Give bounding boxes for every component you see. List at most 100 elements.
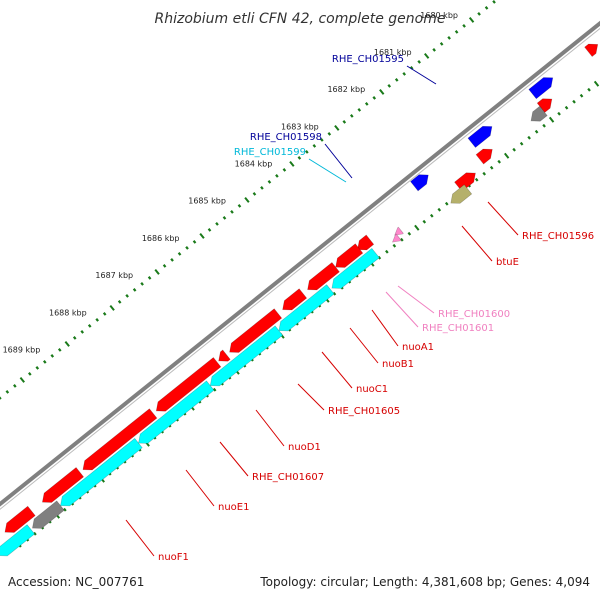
gene-gray-2 bbox=[32, 500, 65, 529]
tick-mark bbox=[57, 348, 62, 352]
tick-mark bbox=[282, 168, 287, 172]
tick-mark bbox=[50, 354, 55, 358]
gene-label-leader bbox=[321, 351, 353, 389]
tick-mark bbox=[192, 240, 197, 244]
gene-label: RHE_CH01598 bbox=[250, 132, 322, 143]
tick-mark bbox=[230, 210, 234, 214]
gene-cyan-3 bbox=[209, 325, 284, 387]
tick-mark bbox=[63, 507, 67, 512]
tick-mark bbox=[394, 78, 399, 82]
tick-mark bbox=[327, 132, 332, 136]
gene-label-leader bbox=[255, 409, 285, 447]
tick-mark bbox=[215, 222, 219, 226]
tick-mark bbox=[95, 318, 99, 322]
gene-btue bbox=[450, 184, 473, 204]
tick-mark bbox=[484, 6, 489, 10]
gene-label-leader bbox=[297, 383, 325, 411]
gene-label-leader bbox=[371, 309, 399, 347]
tick-mark bbox=[392, 243, 397, 248]
gene-label: nuoC1 bbox=[356, 384, 388, 395]
backbone-shadow bbox=[0, 27, 600, 510]
gene-label: RHE_CH01599 bbox=[234, 147, 306, 158]
tick-mark bbox=[154, 268, 160, 275]
gene-red bbox=[584, 43, 599, 57]
gene-label: nuoD1 bbox=[288, 442, 321, 453]
gene-rhe-ch01605 bbox=[229, 308, 283, 353]
gene-features bbox=[0, 43, 599, 557]
gene-nuoe1 bbox=[42, 467, 85, 503]
tick-mark bbox=[454, 30, 459, 34]
tick-mark bbox=[252, 192, 257, 196]
gene-label-leader bbox=[406, 65, 437, 85]
tick-mark bbox=[334, 124, 340, 131]
tick-mark bbox=[548, 116, 555, 123]
gene-label: RHE_CH01596 bbox=[522, 231, 594, 242]
tick-mark bbox=[185, 246, 189, 250]
tick-mark bbox=[312, 144, 317, 148]
gene-label-leader bbox=[397, 285, 435, 314]
tick-mark bbox=[162, 264, 167, 268]
gene-blue-2 bbox=[467, 125, 493, 148]
tick-mark bbox=[28, 372, 32, 376]
gene-nuoa1 bbox=[357, 234, 375, 251]
tick-mark bbox=[482, 171, 486, 176]
tick-mark bbox=[429, 213, 434, 218]
gene-label: RHE_CH01605 bbox=[328, 406, 400, 417]
genome-summary-text: Topology: circular; Length: 4,381,608 bp… bbox=[259, 575, 590, 589]
tick-mark bbox=[125, 294, 129, 298]
tick-label: 1689 kbp bbox=[3, 345, 41, 354]
tick-mark bbox=[557, 111, 561, 116]
tick-mark bbox=[207, 228, 212, 232]
tick-label: 1684 kbp bbox=[235, 160, 273, 169]
tick-mark bbox=[593, 80, 600, 87]
tick-mark bbox=[260, 186, 264, 190]
backbone-line bbox=[0, 20, 600, 507]
gene-label-leader bbox=[487, 201, 519, 236]
gene-label-leader bbox=[185, 469, 215, 507]
tick-mark bbox=[332, 291, 337, 296]
gene-label: nuoE1 bbox=[218, 502, 249, 513]
gene-nuof1 bbox=[60, 437, 143, 507]
tick-mark bbox=[468, 16, 475, 23]
tick-mark bbox=[305, 150, 309, 154]
tick-mark bbox=[275, 174, 279, 178]
gene-gray bbox=[530, 105, 548, 122]
tick-label: 1687 kbp bbox=[95, 271, 133, 280]
gene-label: RHE_CH01601 bbox=[422, 323, 494, 334]
gene-nuoc1 bbox=[307, 262, 340, 291]
tick-mark bbox=[349, 114, 354, 118]
tick-label: 1686 kbp bbox=[142, 234, 180, 243]
tick-mark bbox=[462, 24, 466, 28]
gene-cyan-5 bbox=[0, 524, 36, 557]
tick-mark bbox=[372, 96, 377, 100]
tick-mark bbox=[102, 312, 107, 316]
gene-rhe-ch01598 bbox=[410, 174, 429, 192]
gene-label-leader bbox=[125, 519, 155, 557]
gene-red-6 bbox=[218, 349, 231, 362]
gene-red-2 bbox=[536, 98, 553, 113]
gene-label: RHE_CH01595 bbox=[332, 54, 404, 65]
tick-mark bbox=[587, 87, 591, 92]
tick-mark bbox=[542, 123, 546, 128]
tick-mark bbox=[385, 249, 389, 254]
gene-label-leader bbox=[349, 327, 379, 364]
gene-red-7 bbox=[4, 505, 36, 533]
tick-mark bbox=[477, 12, 481, 16]
tick-mark bbox=[199, 232, 205, 239]
tick-label: 1688 kbp bbox=[49, 308, 87, 317]
tick-mark bbox=[342, 120, 347, 124]
tick-mark bbox=[132, 288, 137, 292]
gene-label-leader bbox=[385, 291, 419, 328]
tick-mark bbox=[437, 207, 442, 212]
tick-mark bbox=[417, 60, 421, 64]
tick-mark bbox=[512, 147, 516, 152]
gene-cyan-4 bbox=[138, 380, 215, 444]
tick-mark bbox=[579, 93, 584, 98]
tick-mark bbox=[379, 88, 385, 95]
tick-label: 1685 kbp bbox=[188, 197, 226, 206]
gene-label: nuoF1 bbox=[158, 552, 189, 563]
tick-mark bbox=[177, 252, 182, 256]
tick-mark bbox=[439, 42, 444, 46]
gene-nuod1 bbox=[155, 357, 222, 412]
